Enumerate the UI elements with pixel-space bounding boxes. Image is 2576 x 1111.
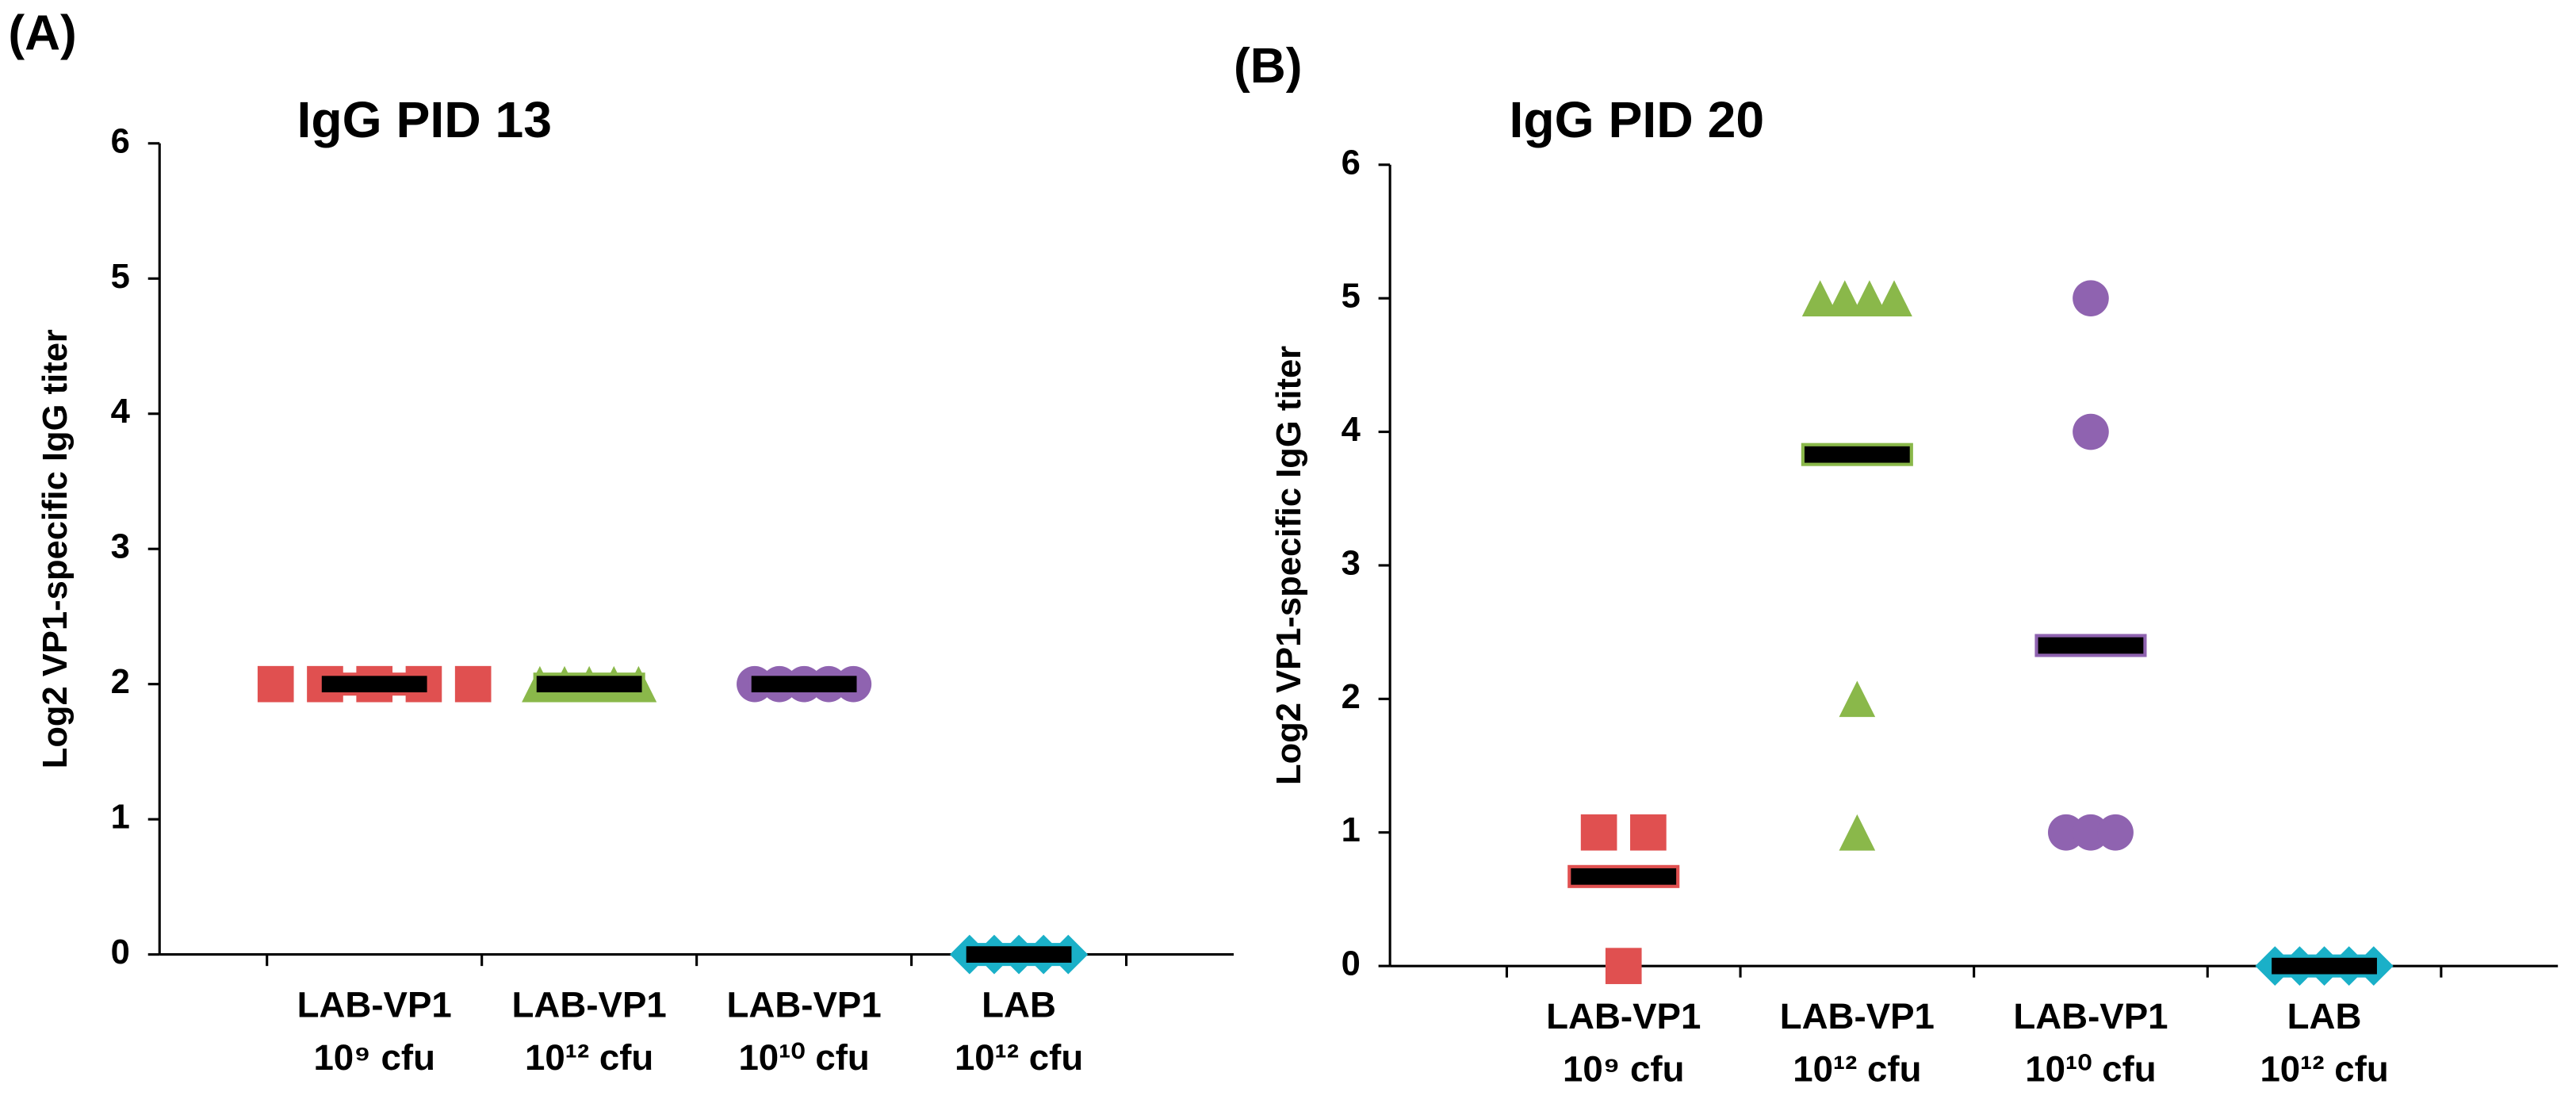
panel: (A) IgG PID 13 Log2 VP1-specific IgG titer… [8, 6, 1234, 1078]
x-tick-label: LAB-VP1 10¹² cfu [1780, 996, 1935, 1089]
y-tick-label: 1 [1342, 811, 1361, 849]
mean-bar [533, 672, 645, 696]
y-axis-label: Log2 VP1-specific IgG titer [1270, 346, 1308, 785]
mean-bar [963, 943, 1075, 967]
marker [1580, 814, 1617, 851]
marker [454, 665, 492, 703]
x-tick-label: LAB-VP1 10¹² cfu [512, 984, 667, 1077]
x-tick-label: LAB-VP1 10¹⁰ cfu [2013, 996, 2168, 1089]
mean-bar [1567, 864, 1680, 888]
label-line: 10⁹ cfu [1563, 1048, 1685, 1089]
marker [1801, 280, 1839, 316]
y-tick-label: 3 [1342, 544, 1361, 582]
x-tick-label: LAB 10¹² cfu [2260, 996, 2388, 1089]
marker [1876, 280, 1912, 316]
label-line: 10¹² cfu [525, 1037, 653, 1078]
x-tick-label: LAB-VP1 10¹⁰ cfu [727, 984, 882, 1077]
panel-label: (A) [8, 6, 76, 60]
y-tick-label: 5 [111, 258, 130, 296]
mean-bar [1801, 442, 1913, 466]
y-tick-label: 0 [1342, 945, 1361, 983]
label-line: LAB-VP1 [297, 984, 452, 1025]
label-line: LAB-VP1 [1780, 996, 1935, 1036]
label-line: 10¹² cfu [1793, 1048, 1921, 1089]
label-line: LAB-VP1 [512, 984, 667, 1025]
panel-label: (B) [1234, 39, 1302, 94]
label-line: 10¹⁰ cfu [738, 1037, 869, 1078]
y-tick-label: 4 [1342, 411, 1361, 449]
marker [2073, 413, 2109, 450]
marker [1839, 814, 1876, 851]
marker [2097, 814, 2134, 851]
marker [1826, 280, 1863, 316]
marker [1851, 280, 1888, 316]
y-tick-label: 0 [111, 933, 130, 971]
label-line: 10¹⁰ cfu [2025, 1048, 2156, 1089]
label-line: 10⁹ cfu [313, 1037, 435, 1078]
marker [2073, 280, 2109, 316]
x-tick-label: LAB-VP1 10⁹ cfu [297, 984, 452, 1077]
mean-bar [2034, 634, 2147, 657]
y-tick-label: 3 [111, 528, 130, 566]
marker [257, 665, 294, 703]
label-line: 10¹² cfu [2260, 1048, 2388, 1089]
marker [1839, 680, 1876, 718]
y-tick-label: 2 [1342, 678, 1361, 716]
label-line: 10¹² cfu [955, 1037, 1083, 1078]
x-tick-label: LAB 10¹² cfu [955, 984, 1083, 1077]
label-line: LAB-VP1 [1546, 996, 1701, 1036]
y-tick-label: 1 [111, 799, 130, 837]
x-tick-label: LAB-VP1 10⁹ cfu [1546, 996, 1701, 1089]
marker [1605, 948, 1642, 984]
y-tick-label: 2 [111, 663, 130, 701]
chart-title: IgG PID 13 [297, 91, 552, 148]
y-tick-label: 5 [1342, 278, 1361, 316]
y-tick-label: 4 [111, 393, 130, 431]
marker [1630, 814, 1667, 851]
label-line: LAB [982, 984, 1056, 1025]
mean-bar [2268, 954, 2381, 978]
y-axis-label: Log2 VP1-specific IgG titer [36, 329, 75, 768]
mean-bar [318, 672, 431, 696]
panel: (B) IgG PID 20 Log2 VP1-specific IgG titer… [1234, 39, 2559, 1089]
label-line: LAB-VP1 [727, 984, 882, 1025]
y-tick-label: 6 [1342, 144, 1361, 182]
chart-title: IgG PID 20 [1510, 91, 1765, 148]
mean-bar [748, 672, 860, 696]
y-tick-label: 6 [111, 122, 130, 160]
label-line: LAB [2287, 996, 2362, 1036]
label-line: LAB-VP1 [2013, 996, 2168, 1036]
